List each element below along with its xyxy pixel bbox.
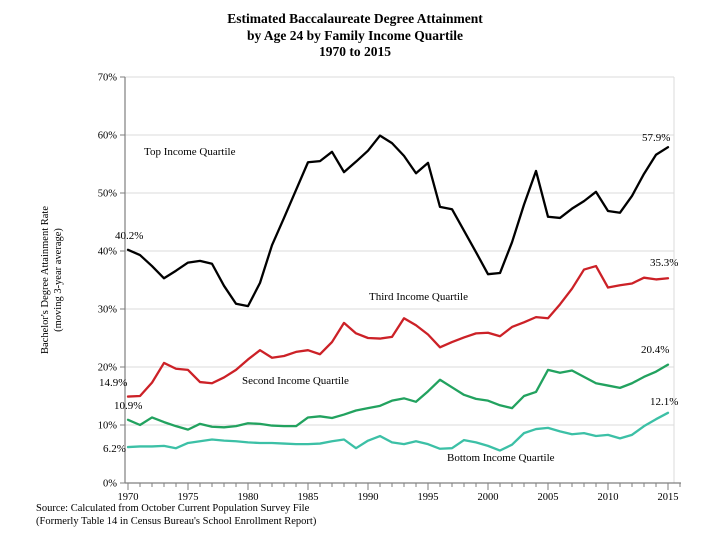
series-label-bottom-income-quartile: Bottom Income Quartile	[447, 452, 555, 464]
chart-title-line2: by Age 24 by Family Income Quartile	[247, 27, 463, 43]
x-tick-label: 2010	[598, 492, 619, 503]
y-tick-label: 50%	[98, 189, 118, 200]
value-label-bottom-2015: 12.1%	[650, 396, 679, 408]
x-tick-label: 1975	[178, 492, 199, 503]
series-label-third-income-quartile: Third Income Quartile	[369, 291, 468, 303]
value-label-second-2015: 20.4%	[641, 344, 670, 356]
y-tick-label: 60%	[98, 131, 118, 142]
source-note-line1: Source: Calculated from October Current …	[36, 503, 310, 514]
value-label-top-2015: 57.9%	[642, 132, 671, 144]
source-note: Source: Calculated from October Current …	[36, 502, 316, 528]
y-tick-label: 30%	[98, 305, 118, 316]
source-note-line2: (Formerly Table 14 in Census Bureau's Sc…	[36, 516, 317, 527]
x-tick-label: 1970	[118, 492, 139, 503]
series-label-second-income-quartile: Second Income Quartile	[242, 375, 349, 387]
value-label-bottom-1970: 6.2%	[103, 443, 126, 455]
y-tick-label: 70%	[98, 73, 118, 84]
value-label-third-2015: 35.3%	[650, 257, 679, 269]
series-label-top-income-quartile: Top Income Quartile	[144, 146, 236, 158]
x-tick-label: 2000	[478, 492, 499, 503]
series-line-second-income-quartile	[126, 363, 670, 431]
y-tick-label: 40%	[98, 247, 118, 258]
chart-title: Estimated Baccalaureate Degree Attainmen…	[0, 11, 715, 61]
y-tick-label: 0%	[103, 479, 117, 490]
x-tick-label: 2015	[658, 492, 679, 503]
value-label-third-1970: 14.9%	[99, 377, 128, 389]
series-line-bottom-income-quartile	[126, 411, 670, 452]
x-tick-label: 1995	[418, 492, 439, 503]
chart-title-line3: 1970 to 2015	[319, 44, 391, 59]
value-label-top-1970: 40.2%	[115, 230, 144, 242]
chart-title-line1: Estimated Baccalaureate Degree Attainmen…	[227, 11, 483, 26]
y-tick-label: 10%	[98, 421, 118, 432]
x-tick-label: 1990	[358, 492, 379, 503]
x-tick-label: 1980	[238, 492, 259, 503]
series-line-top-income-quartile	[126, 134, 670, 308]
series-line-third-income-quartile	[126, 264, 670, 398]
y-tick-label: 20%	[98, 363, 118, 374]
x-tick-label: 1985	[298, 492, 319, 503]
x-tick-label: 2005	[538, 492, 559, 503]
value-label-second-1970: 10.9%	[114, 400, 143, 412]
